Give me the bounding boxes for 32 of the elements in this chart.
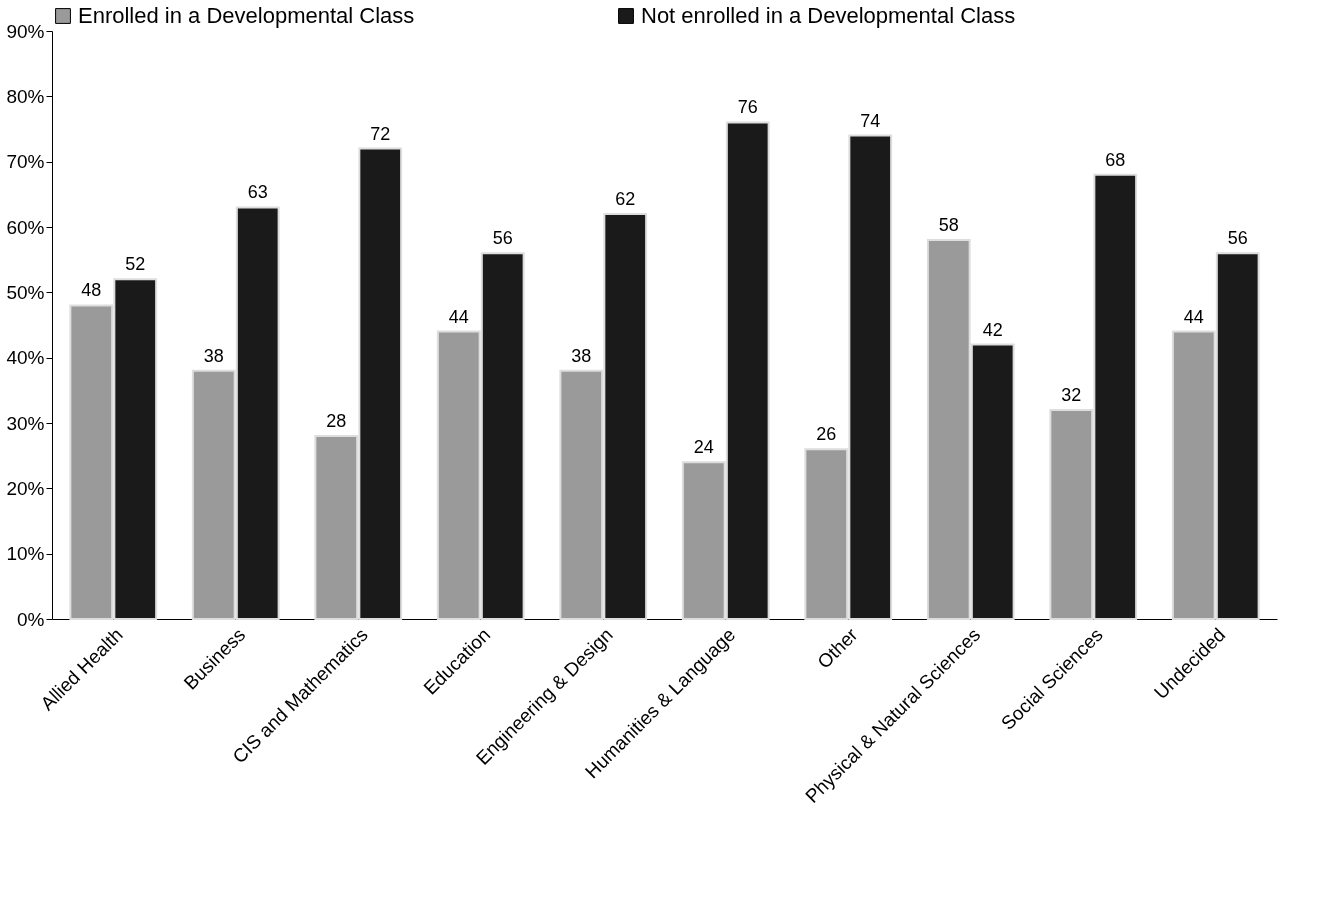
data-label: 72 [370, 123, 391, 144]
y-tick-label: 10% [6, 543, 45, 565]
data-label: 44 [448, 306, 469, 327]
data-label: 38 [203, 345, 224, 366]
y-tick-label: 30% [6, 412, 45, 434]
y-tick-label: 50% [6, 281, 45, 303]
y-tick-label: 60% [6, 216, 45, 238]
data-label: 76 [737, 97, 758, 118]
y-tick-label: 0% [17, 608, 45, 630]
data-label: 32 [1061, 384, 1082, 405]
data-label: 56 [492, 228, 513, 249]
data-label: 56 [1227, 228, 1248, 249]
y-tick-label: 70% [6, 151, 45, 173]
data-label: 44 [1183, 306, 1204, 327]
data-label: 68 [1105, 149, 1126, 170]
y-tick-label: 80% [6, 85, 45, 107]
data-label: 26 [816, 424, 837, 445]
data-label: 42 [982, 319, 1003, 340]
data-label: 24 [693, 437, 714, 458]
legend-label: Enrolled in a Developmental Class [78, 3, 415, 28]
y-tick-label: 40% [6, 347, 45, 369]
y-tick-label: 20% [6, 477, 45, 499]
data-label: 48 [81, 280, 102, 301]
data-label: 63 [247, 182, 268, 203]
y-tick-label: 90% [6, 20, 45, 42]
data-label: 62 [615, 188, 636, 209]
data-label: 58 [938, 215, 959, 236]
legend-label: Not enrolled in a Developmental Class [641, 3, 1016, 28]
data-label: 38 [571, 345, 592, 366]
data-label: 28 [326, 411, 347, 432]
data-label: 74 [860, 110, 881, 131]
data-label: 52 [125, 254, 146, 275]
